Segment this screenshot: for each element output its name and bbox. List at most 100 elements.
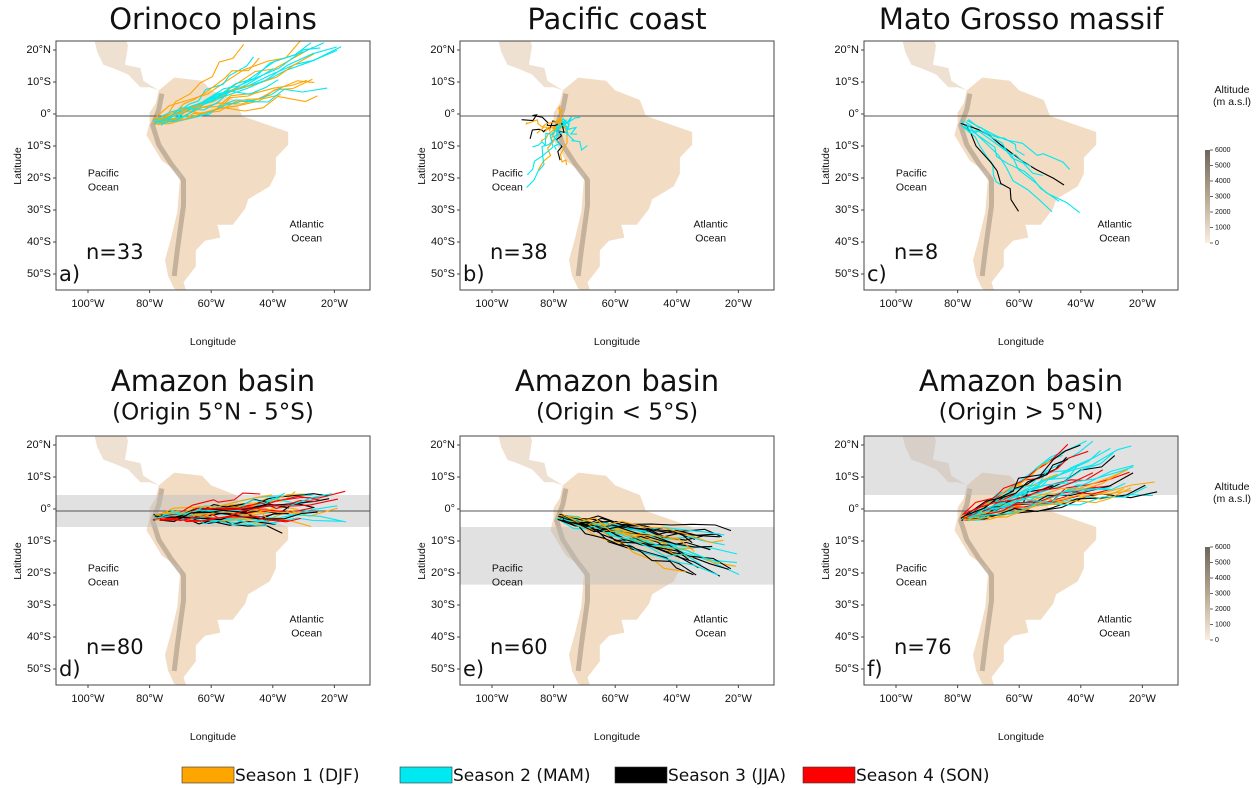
lat-tick-label: 10°S (431, 76, 455, 88)
lat-tick-label: 20°N (26, 439, 51, 451)
lon-tick-label: 100°W (71, 298, 105, 310)
ocean-label: Atlantic (693, 219, 727, 231)
x-axis-label: Longitude (190, 336, 236, 348)
lat-tick-label: 20°N (430, 44, 455, 56)
lat-tick-label: 0° (848, 503, 859, 515)
ocean-label: Pacific (88, 562, 119, 574)
lat-tick-label: 30°S (27, 204, 51, 216)
y-axis-label: Latitude (416, 147, 428, 185)
legend-swatch (803, 767, 855, 783)
lat-tick-label: 50°S (27, 268, 51, 280)
sample-size: n=76 (894, 635, 952, 659)
lon-tick-label: 20°W (321, 298, 349, 310)
panel-title: Amazon basin (515, 364, 719, 398)
lat-tick-label: 40°S (835, 631, 859, 643)
land (70, 415, 159, 485)
panel-title: Orinoco plains (109, 2, 317, 36)
altitude-tick-label: 4000 (1215, 575, 1231, 582)
ocean-label: Ocean (88, 576, 119, 588)
figure: 20°N10°S0°10°S20°S30°S40°S50°S100°W80°W6… (0, 0, 1259, 788)
altitude-tick-label: 6000 (1215, 544, 1231, 551)
lat-tick-label: 20°S (431, 567, 455, 579)
x-axis-label: Longitude (594, 336, 640, 348)
lon-tick-label: 20°W (725, 298, 753, 310)
lat-tick-label: 20°S (27, 172, 51, 184)
altitude-tick-label: 3000 (1215, 590, 1231, 597)
x-axis-label: Longitude (998, 731, 1044, 743)
panel-letter: c) (867, 262, 887, 286)
y-axis-label: Latitude (416, 542, 428, 580)
lon-tick-label: 60°W (198, 298, 226, 310)
lon-tick-label: 40°W (1067, 298, 1095, 310)
ocean-label: Ocean (492, 181, 523, 193)
altitude-tick-label: 2000 (1215, 606, 1231, 613)
lat-tick-label: 30°S (27, 599, 51, 611)
lon-tick-label: 100°W (475, 298, 509, 310)
lon-tick-label: 20°W (1129, 298, 1157, 310)
lat-tick-label: 10°S (835, 535, 859, 547)
ocean-label: Pacific (896, 167, 927, 179)
ocean-label: Ocean (291, 233, 322, 245)
panel-title: Mato Grosso massif (879, 2, 1164, 36)
lat-tick-label: 0° (444, 108, 455, 120)
altitude-tick-label: 1000 (1215, 621, 1231, 628)
panel-letter: b) (463, 262, 485, 286)
panel-letter: a) (59, 262, 80, 286)
lat-tick-label: 10°S (27, 140, 51, 152)
lon-tick-label: 100°W (475, 693, 509, 705)
sample-size: n=33 (86, 240, 144, 264)
lat-tick-label: 10°S (431, 471, 455, 483)
sample-size: n=60 (490, 635, 548, 659)
altitude-tick-label: 0 (1215, 637, 1219, 644)
altitude-title: (m a.s.l) (1213, 96, 1251, 108)
ocean-label: Ocean (896, 576, 927, 588)
lat-tick-label: 0° (40, 503, 51, 515)
legend-label: Season 1 (DJF) (235, 766, 359, 786)
map-panel: 20°N10°S0°10°S20°S30°S40°S50°S100°W80°W6… (820, 364, 1178, 743)
ocean-label: Pacific (492, 167, 523, 179)
lat-tick-label: 0° (444, 503, 455, 515)
lat-tick-label: 20°S (835, 567, 859, 579)
lon-tick-label: 20°W (725, 693, 753, 705)
panel-subtitle: (Origin 5°N - 5°S) (112, 400, 314, 426)
y-axis-label: Latitude (820, 542, 832, 580)
ocean-label: Pacific (88, 167, 119, 179)
lat-tick-label: 40°S (431, 631, 455, 643)
panel-letter: d) (59, 657, 81, 681)
ocean-label: Pacific (492, 562, 523, 574)
altitude-tick-label: 6000 (1215, 147, 1231, 154)
land (474, 415, 563, 485)
altitude-bar (1205, 150, 1210, 243)
altitude-tick-label: 5000 (1215, 559, 1231, 566)
lon-tick-label: 40°W (663, 298, 691, 310)
sample-size: n=8 (894, 240, 938, 264)
lon-tick-label: 100°W (71, 693, 105, 705)
lat-tick-label: 20°N (834, 439, 859, 451)
lon-tick-label: 60°W (1006, 298, 1034, 310)
altitude-title: Altitude (1214, 84, 1249, 96)
lon-tick-label: 60°W (198, 693, 226, 705)
land (551, 78, 693, 292)
lat-tick-label: 50°S (835, 663, 859, 675)
ocean-label: Ocean (695, 233, 726, 245)
ocean-label: Ocean (1099, 233, 1130, 245)
lat-tick-label: 10°S (835, 76, 859, 88)
ocean-label: Atlantic (693, 614, 727, 626)
panel-letter: f) (867, 657, 883, 681)
ocean-label: Ocean (695, 628, 726, 640)
lat-tick-label: 10°S (431, 140, 455, 152)
lon-tick-label: 40°W (259, 693, 287, 705)
ocean-label: Atlantic (289, 614, 323, 626)
lon-tick-label: 40°W (663, 693, 691, 705)
lat-tick-label: 10°S (431, 535, 455, 547)
lat-tick-label: 50°S (431, 663, 455, 675)
lat-tick-label: 30°S (431, 204, 455, 216)
lon-tick-label: 20°W (1129, 693, 1157, 705)
lat-tick-label: 30°S (431, 599, 455, 611)
x-axis-label: Longitude (998, 336, 1044, 348)
altitude-title: (m a.s.l) (1213, 493, 1251, 505)
x-axis-label: Longitude (190, 731, 236, 743)
ocean-label: Atlantic (1097, 219, 1131, 231)
ocean-label: Ocean (1099, 628, 1130, 640)
